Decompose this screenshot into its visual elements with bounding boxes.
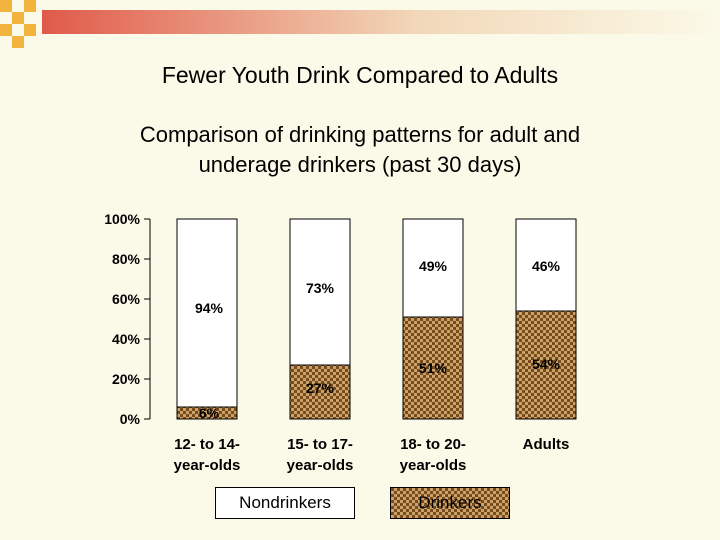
x-category-label: 15- to 17- year-olds [287, 436, 354, 474]
x-category-label-line: Adults [523, 436, 570, 453]
deco-square [0, 0, 12, 12]
y-tick-label: 20% [112, 371, 141, 387]
x-category-label-line: 18- to 20- [400, 436, 466, 453]
data-label-drinkers: 6% [199, 405, 220, 421]
deco-square [0, 24, 12, 36]
slide-decoration [0, 0, 720, 48]
bar-drinkers [289, 364, 351, 420]
legend-drinkers: Drinkers [390, 487, 510, 519]
bar-nondrinkers [515, 218, 577, 312]
legend-drinkers-label: Drinkers [418, 493, 482, 512]
bar-drinkers [402, 316, 464, 420]
bar-nondrinkers [289, 218, 351, 366]
x-category-label-line: 15- to 17- [287, 436, 353, 453]
data-label-nondrinkers: 73% [306, 280, 335, 296]
x-category-label-line: year-olds [287, 457, 354, 474]
y-tick-label: 40% [112, 331, 141, 347]
data-label-drinkers: 27% [306, 380, 335, 396]
header-band [42, 10, 720, 34]
x-category-label: 18- to 20- year-olds [400, 436, 467, 474]
y-tick-label: 80% [112, 251, 141, 267]
bar-nondrinkers [176, 218, 238, 408]
bar-drinkers [515, 310, 577, 420]
x-category-label: Adults [523, 436, 570, 453]
data-label-nondrinkers: 94% [195, 300, 224, 316]
deco-square [24, 0, 36, 12]
y-tick-label: 60% [112, 291, 141, 307]
slide-title-text: Fewer Youth Drink Compared to Adults [161, 62, 559, 88]
y-tick-label: 100% [104, 211, 140, 227]
x-category-label-line: 12- to 14- [174, 436, 240, 453]
x-category-label: 12- to 14- year-olds [174, 436, 241, 474]
deco-square [12, 36, 24, 48]
bar-nondrinkers [402, 218, 464, 318]
subtitle-line-2: underage drinkers (past 30 days) [198, 152, 522, 177]
slide-title: Fewer Youth Drink Compared to Adults [0, 62, 720, 89]
slide-subtitle: Comparison of drinking patterns for adul… [60, 120, 660, 180]
legend-nondrinkers-label: Nondrinkers [239, 493, 331, 512]
subtitle-line-1: Comparison of drinking patterns for adul… [139, 122, 581, 147]
data-label-nondrinkers: 46% [532, 258, 561, 274]
legend-drinkers-swatch [391, 488, 509, 518]
x-category-label-line: year-olds [174, 457, 241, 474]
x-category-label-line: year-olds [400, 457, 467, 474]
bar-drinkers [176, 406, 238, 420]
data-label-drinkers: 54% [532, 356, 561, 372]
deco-square [24, 24, 36, 36]
data-label-drinkers: 51% [419, 360, 448, 376]
y-tick-label: 0% [120, 411, 141, 427]
deco-square [12, 12, 24, 24]
data-label-nondrinkers: 49% [419, 258, 448, 274]
legend-nondrinkers: Nondrinkers [215, 487, 355, 519]
